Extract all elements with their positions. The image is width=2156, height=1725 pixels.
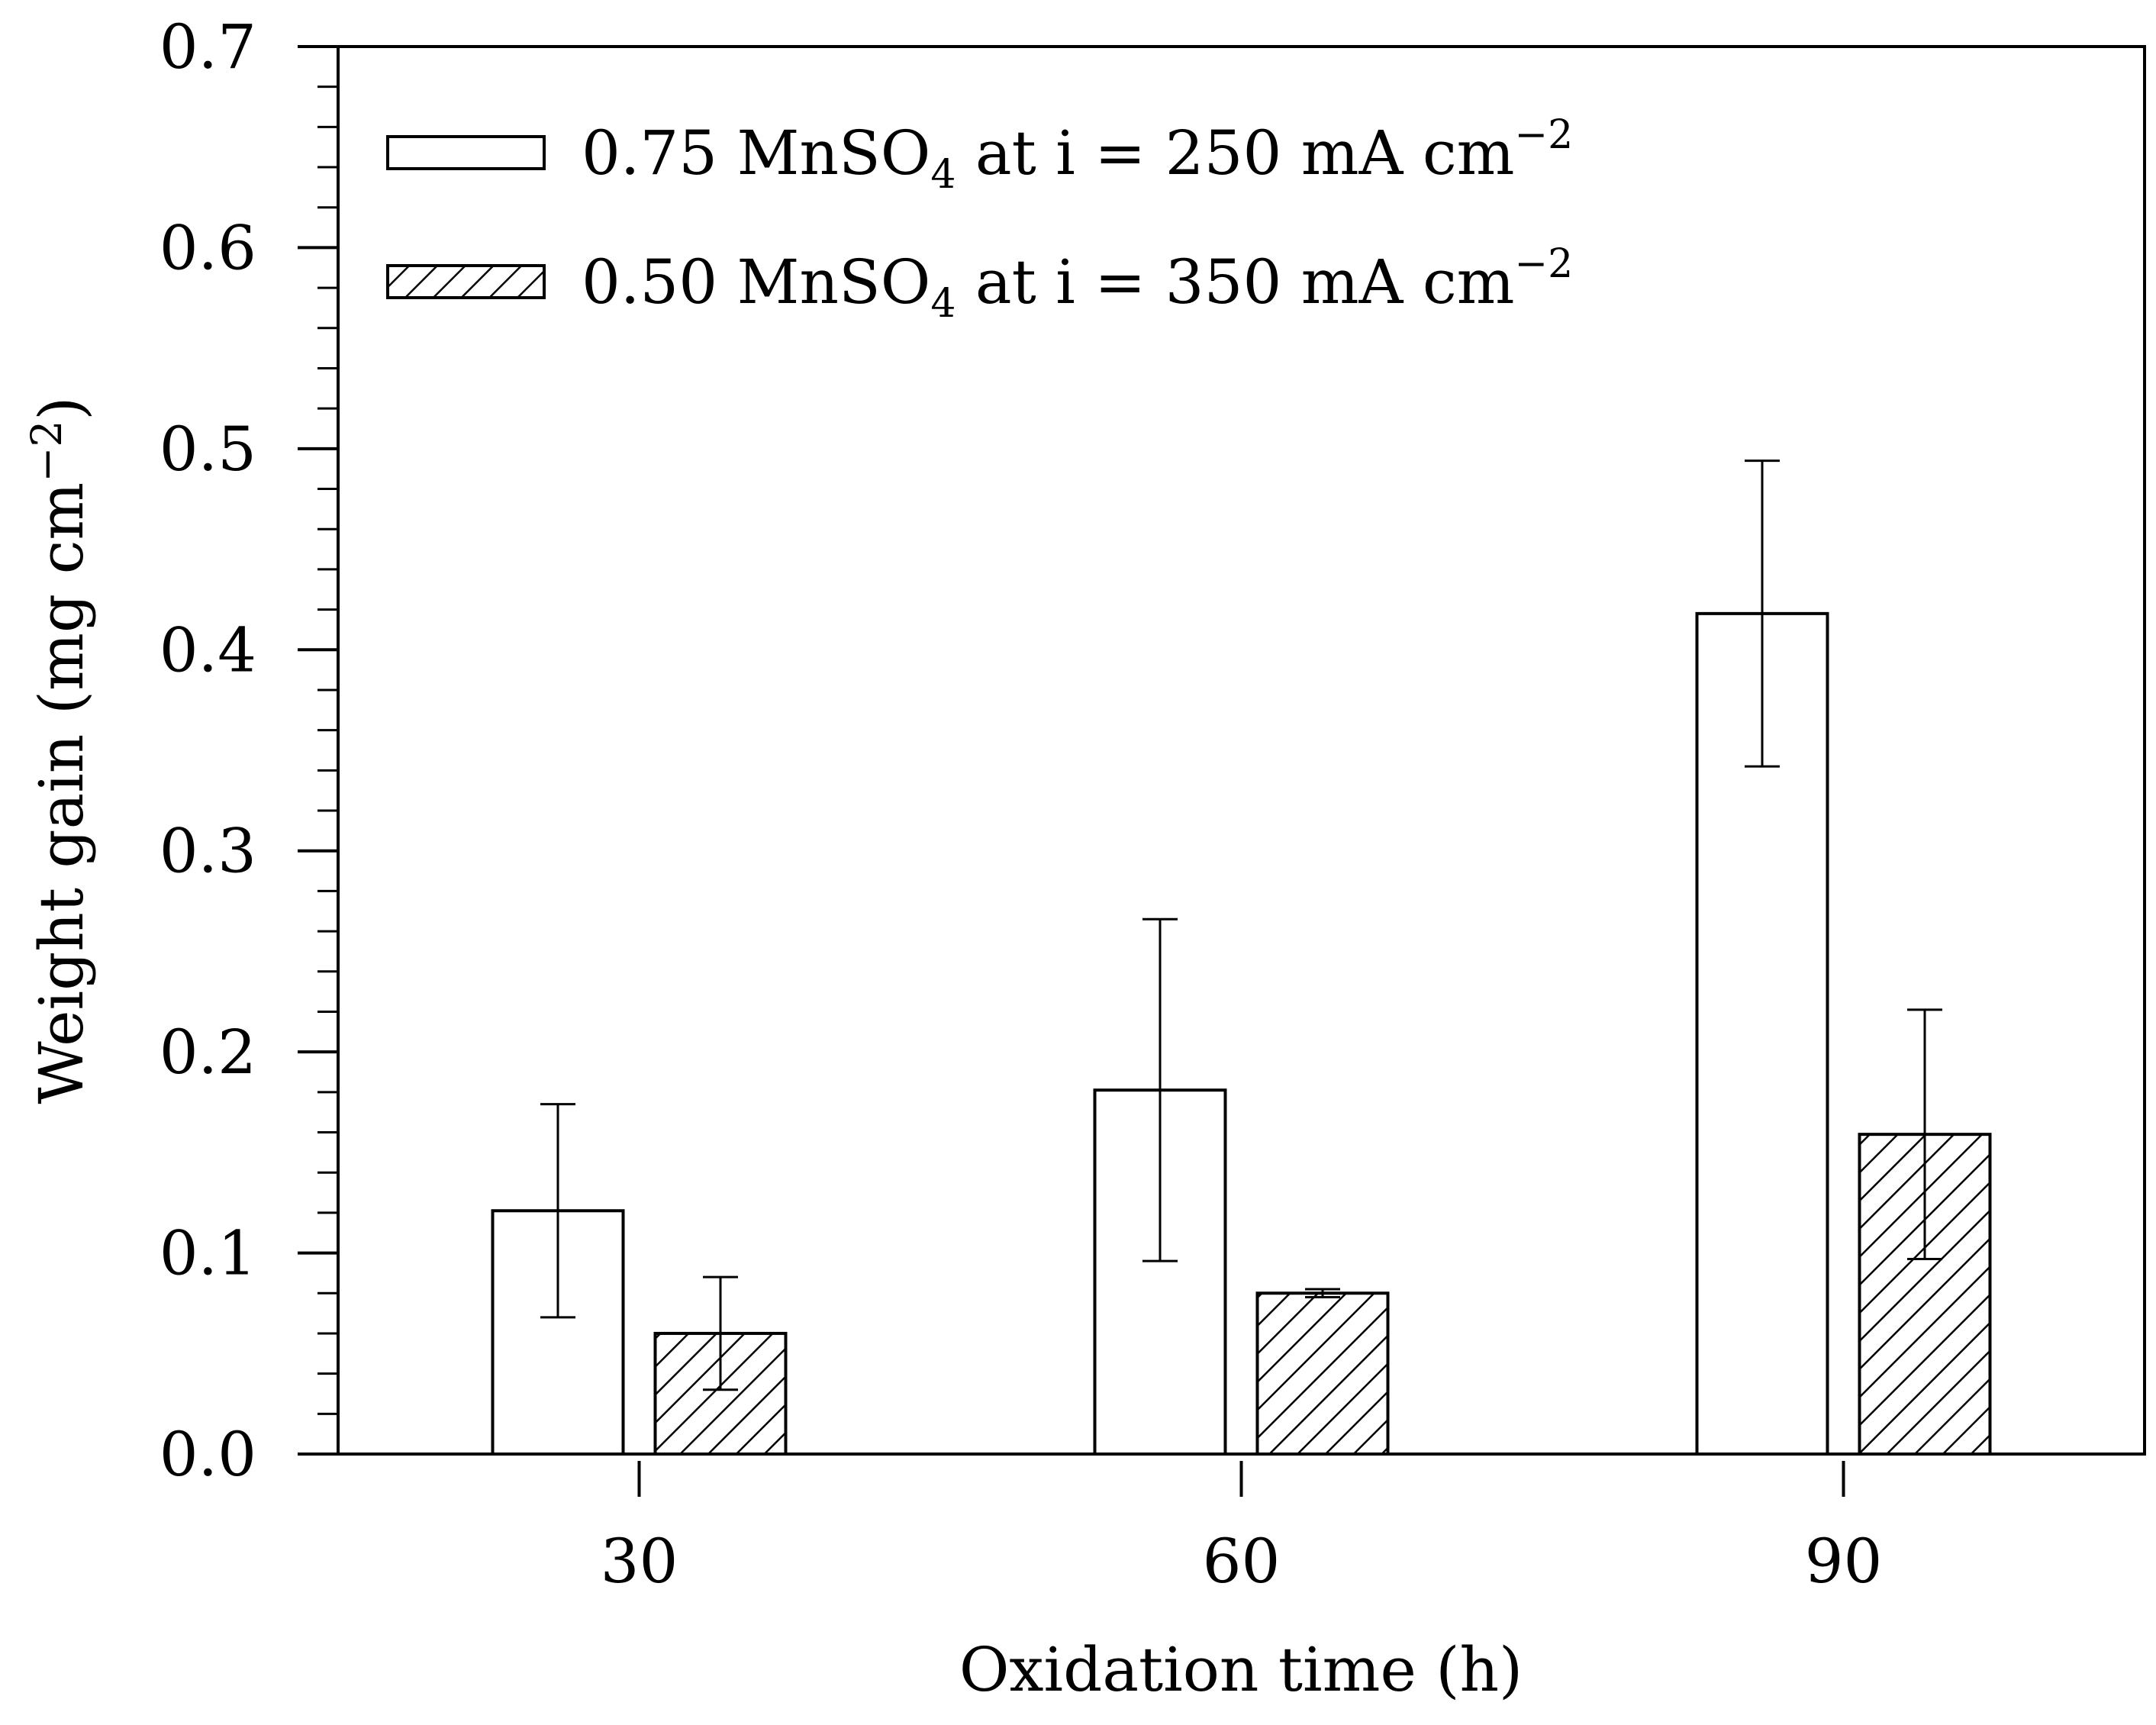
y-axis-ticks: 0.0 0.1 0.2 0.3 0.4 0.5 0.6 0.7	[160, 11, 338, 1490]
x-axis-ticks: 30 60 90	[601, 1461, 1883, 1597]
plot-frame	[337, 45, 2146, 1456]
y-axis-title-close: )	[26, 396, 97, 420]
legend-swatch-series-1	[386, 135, 546, 170]
y-tick-label: 0.7	[160, 11, 256, 82]
y-tick-label: 0.5	[160, 414, 256, 485]
y-tick-label: 0.6	[160, 212, 256, 283]
error-bars	[540, 459, 1942, 1391]
y-tick-label: 0.2	[160, 1017, 256, 1088]
y-axis-title-main: Weight gain (mg cm	[26, 482, 97, 1104]
legend-label-series-1: 0.75 MnSO4 at i = 250 mA cm−2	[582, 112, 1573, 198]
x-tick-label: 30	[601, 1526, 678, 1597]
x-tick-label: 90	[1805, 1526, 1883, 1597]
bar-series-2-60	[1255, 1291, 1390, 1456]
legend: 0.75 MnSO4 at i = 250 mA cm−2 0.50 MnSO4…	[386, 112, 1573, 327]
x-tick-label: 60	[1203, 1526, 1281, 1597]
y-tick-label: 0.4	[160, 614, 256, 685]
y-tick-label: 0.1	[160, 1218, 256, 1289]
y-axis-title-superscript: −2	[22, 421, 71, 482]
legend-label-series-2: 0.50 MnSO4 at i = 350 mA cm−2	[582, 241, 1573, 327]
x-axis-title: Oxidation time (h)	[959, 1634, 1523, 1705]
y-axis-title: Weight gain (mg cm−2)	[22, 396, 97, 1104]
legend-swatch-series-2	[386, 264, 546, 299]
bars	[491, 611, 1992, 1456]
y-tick-label: 0.0	[160, 1419, 256, 1490]
y-tick-label: 0.3	[160, 816, 256, 887]
